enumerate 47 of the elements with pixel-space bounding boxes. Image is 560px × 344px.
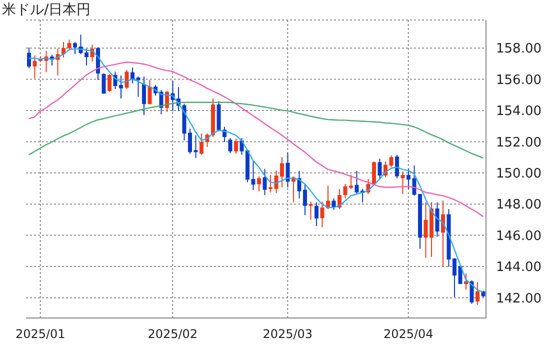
candlestick	[406, 168, 410, 190]
y-tick-label: 150.00	[496, 166, 542, 182]
candlestick	[67, 39, 72, 50]
y-tick-label: 156.00	[496, 72, 542, 88]
candlestick	[470, 280, 474, 304]
y-tick-label: 146.00	[496, 228, 542, 244]
candlestick	[124, 69, 129, 90]
candlestick	[234, 138, 238, 154]
candlestick	[102, 72, 106, 94]
candlestick	[400, 170, 405, 194]
y-tick-label: 144.00	[496, 260, 542, 276]
candlestick	[464, 273, 468, 290]
x-tick-label: 2025/03	[262, 327, 313, 341]
y-tick-label: 152.00	[496, 135, 542, 150]
candlestick	[148, 79, 152, 105]
y-tick-label: 154.00	[496, 104, 542, 120]
candlestick	[32, 54, 37, 79]
candlestick	[136, 76, 140, 98]
candlestick	[389, 154, 394, 168]
y-tick-label: 148.00	[496, 198, 542, 213]
candlestick	[262, 168, 267, 196]
candlestick	[314, 202, 318, 226]
candlestick	[73, 42, 77, 55]
candlestick	[142, 76, 146, 116]
x-tick-label: 2025/04	[383, 327, 434, 341]
candlestick	[332, 198, 336, 210]
y-tick-label: 158.00	[496, 42, 542, 57]
candlestick	[308, 201, 313, 220]
candlestick	[476, 282, 480, 306]
candlestick	[27, 46, 31, 69]
candlestick	[200, 133, 204, 156]
candlestick	[228, 137, 232, 154]
candlestick	[108, 74, 112, 92]
candlestick	[378, 158, 382, 180]
x-tick-label: 2025/02	[148, 327, 198, 341]
candlestick	[257, 176, 261, 192]
line-series	[28, 48, 484, 293]
candlestick	[251, 161, 256, 191]
x-tick-label: 2025/01	[15, 327, 66, 341]
candlestick	[286, 152, 290, 188]
candlestick	[372, 161, 376, 186]
candlestick	[194, 134, 198, 159]
candlestick	[458, 265, 462, 284]
y-tick-label: 142.00	[496, 291, 542, 306]
line-series	[28, 62, 484, 218]
candlestick	[435, 202, 440, 238]
chart-title: 米ドル/日本円	[2, 1, 91, 19]
